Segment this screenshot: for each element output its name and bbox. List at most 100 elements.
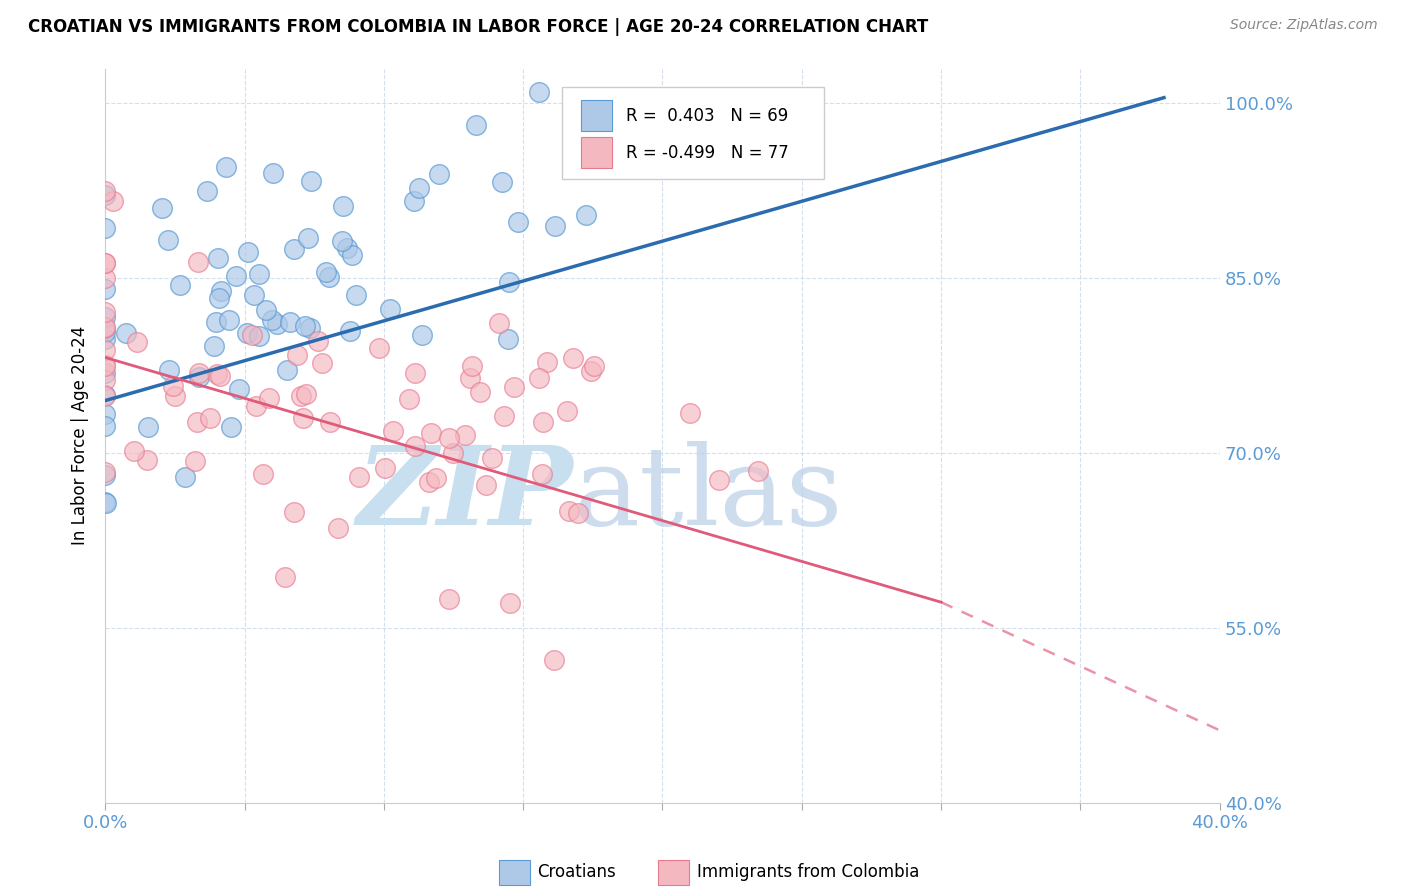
Point bbox=[94, 359, 117, 373]
Point bbox=[544, 219, 567, 234]
Point bbox=[298, 321, 321, 335]
Point bbox=[492, 409, 515, 423]
Point bbox=[247, 267, 270, 281]
Point bbox=[319, 415, 342, 429]
Point bbox=[245, 399, 267, 413]
Point bbox=[262, 312, 284, 326]
Point bbox=[184, 454, 207, 468]
Point bbox=[437, 591, 460, 606]
Point bbox=[496, 332, 519, 346]
Point bbox=[94, 270, 117, 285]
Point bbox=[498, 275, 520, 289]
Point bbox=[460, 359, 482, 373]
Point bbox=[122, 443, 145, 458]
Point bbox=[290, 389, 312, 403]
Point bbox=[581, 364, 603, 378]
Point bbox=[219, 420, 242, 434]
Point bbox=[238, 245, 260, 260]
Point bbox=[318, 270, 340, 285]
Point bbox=[558, 504, 581, 518]
Point bbox=[162, 378, 184, 392]
Point bbox=[458, 371, 481, 385]
Point bbox=[94, 320, 117, 334]
Point bbox=[225, 268, 247, 283]
Point bbox=[278, 316, 301, 330]
Point bbox=[94, 321, 117, 335]
Text: R =  0.403   N = 69: R = 0.403 N = 69 bbox=[626, 107, 787, 125]
Point bbox=[561, 351, 583, 365]
Point bbox=[543, 653, 565, 667]
Point bbox=[404, 366, 426, 380]
Y-axis label: In Labor Force | Age 20-24: In Labor Force | Age 20-24 bbox=[72, 326, 89, 545]
Point bbox=[94, 358, 117, 372]
Point bbox=[299, 173, 322, 187]
Point bbox=[94, 310, 117, 325]
Text: R = -0.499   N = 77: R = -0.499 N = 77 bbox=[626, 144, 789, 161]
Point bbox=[188, 369, 211, 384]
Text: Croatians: Croatians bbox=[537, 863, 616, 881]
Point bbox=[94, 343, 117, 357]
Point bbox=[454, 427, 477, 442]
Point bbox=[156, 233, 179, 247]
Point bbox=[266, 318, 288, 332]
Point bbox=[228, 383, 250, 397]
Point bbox=[197, 184, 219, 198]
Point bbox=[747, 464, 769, 478]
Point bbox=[408, 181, 430, 195]
Point bbox=[186, 416, 208, 430]
Point bbox=[527, 85, 550, 99]
Point bbox=[367, 341, 389, 355]
Point bbox=[465, 118, 488, 132]
Point bbox=[499, 596, 522, 610]
Point bbox=[411, 328, 433, 343]
Point bbox=[94, 184, 117, 198]
Point bbox=[418, 475, 440, 489]
Point bbox=[441, 446, 464, 460]
Point bbox=[94, 389, 117, 403]
Point bbox=[344, 288, 367, 302]
Point bbox=[94, 332, 117, 346]
Point bbox=[174, 469, 197, 483]
Point bbox=[136, 453, 159, 467]
Point bbox=[187, 254, 209, 268]
Point bbox=[94, 256, 117, 270]
Point bbox=[187, 367, 209, 381]
Point bbox=[503, 380, 526, 394]
Point bbox=[374, 461, 396, 475]
Point bbox=[294, 387, 316, 401]
Point bbox=[382, 424, 405, 438]
Point bbox=[420, 425, 443, 440]
Text: CROATIAN VS IMMIGRANTS FROM COLOMBIA IN LABOR FORCE | AGE 20-24 CORRELATION CHAR: CROATIAN VS IMMIGRANTS FROM COLOMBIA IN … bbox=[28, 18, 928, 36]
Point bbox=[209, 369, 232, 384]
Point bbox=[297, 231, 319, 245]
Point bbox=[94, 373, 117, 387]
Point bbox=[103, 194, 125, 209]
Point bbox=[242, 328, 264, 343]
Point bbox=[259, 391, 281, 405]
Point bbox=[481, 450, 503, 465]
Text: ZIP: ZIP bbox=[357, 441, 574, 548]
Point bbox=[94, 407, 117, 421]
Point bbox=[311, 356, 333, 370]
Point bbox=[474, 478, 496, 492]
Point bbox=[508, 215, 530, 229]
Point bbox=[94, 305, 117, 319]
Point bbox=[567, 506, 589, 520]
Point bbox=[340, 247, 363, 261]
Point bbox=[252, 467, 274, 481]
Point bbox=[94, 495, 117, 509]
Point bbox=[218, 312, 240, 326]
Point bbox=[262, 166, 284, 180]
Point bbox=[582, 359, 605, 373]
Point bbox=[707, 473, 730, 487]
Point bbox=[291, 411, 314, 425]
Point bbox=[207, 252, 229, 266]
Point bbox=[138, 420, 160, 434]
Point bbox=[94, 388, 117, 402]
Point bbox=[574, 208, 596, 222]
Point bbox=[283, 505, 305, 519]
Point bbox=[254, 302, 277, 317]
Point bbox=[205, 314, 228, 328]
Point bbox=[236, 326, 259, 340]
Text: Immigrants from Colombia: Immigrants from Colombia bbox=[697, 863, 920, 881]
